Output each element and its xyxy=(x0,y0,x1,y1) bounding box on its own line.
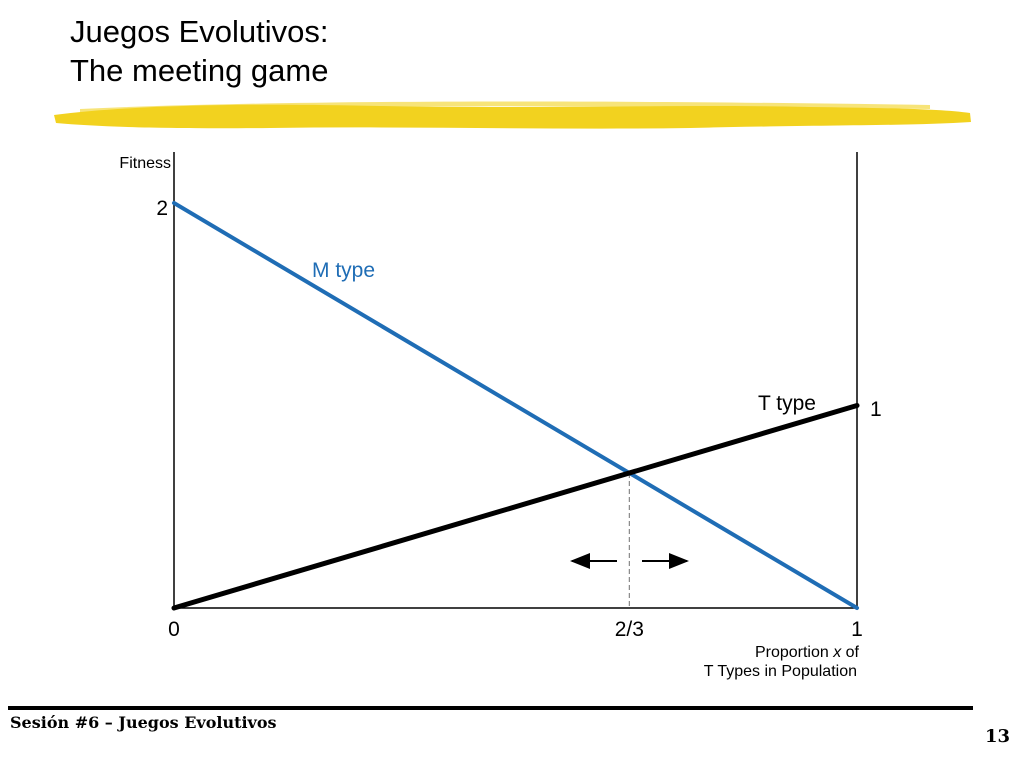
series-label-t-type: T type xyxy=(758,392,816,415)
title-line-1: Juegos Evolutivos: xyxy=(70,14,329,49)
title-line-2: The meeting game xyxy=(70,53,329,88)
series-label-m-type: M type xyxy=(312,259,375,282)
chart: Fitness M type T type 2 1 0 2/3 1 Proporti… xyxy=(119,152,882,680)
page-number: 13 xyxy=(984,726,1010,747)
footer-rule xyxy=(8,706,973,710)
y-axis-label: Fitness xyxy=(119,155,171,172)
y-value-label-t-type: 1 xyxy=(870,398,882,421)
footer-text: Sesión #6 – Juegos Evolutivos xyxy=(10,713,277,732)
series-line-m-type xyxy=(172,201,859,610)
series-line-t-type xyxy=(171,403,860,611)
x-tick-label: 1 xyxy=(851,618,863,641)
x-axis-label-line-2: T Types in Population xyxy=(704,663,857,680)
x-tick-label: 0 xyxy=(168,618,180,641)
y-value-label-m-type: 2 xyxy=(156,197,168,220)
x-axis-label-line-1: Proportion x of xyxy=(755,644,860,661)
slide-title: Juegos Evolutivos: The meeting game xyxy=(70,12,328,90)
x-tick-label: 2/3 xyxy=(615,618,644,641)
highlighter-stroke xyxy=(54,101,971,129)
